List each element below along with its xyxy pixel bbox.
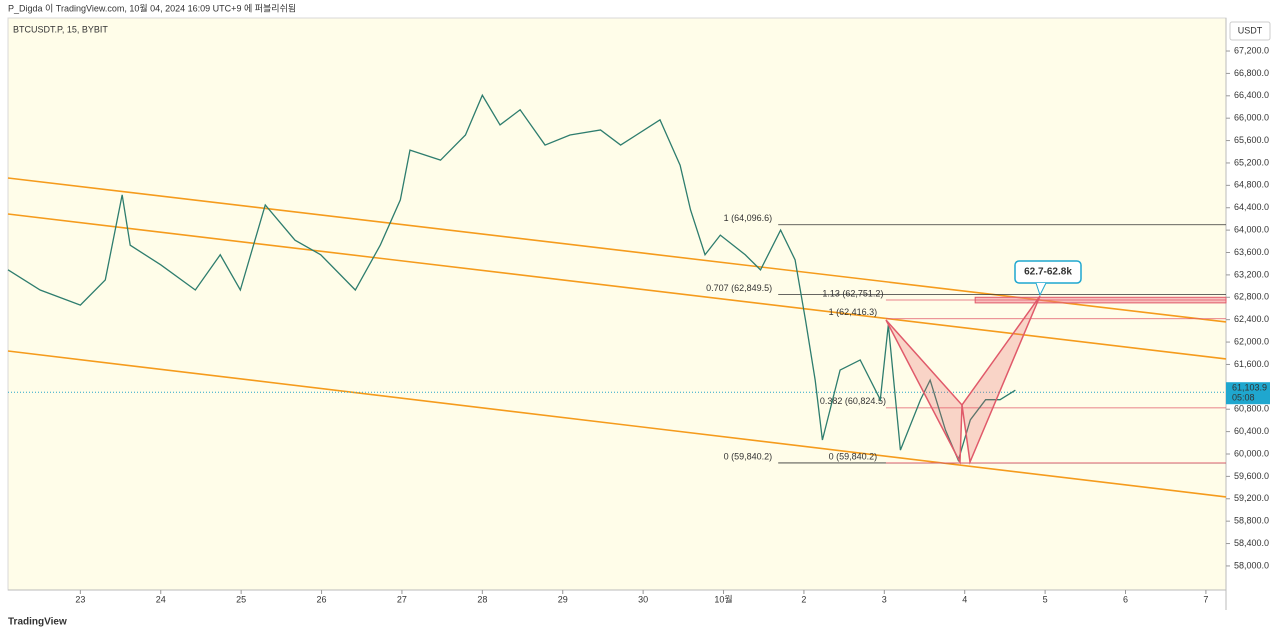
y-tick-label: 60,000.0: [1234, 448, 1269, 458]
x-tick-label: 2: [801, 594, 806, 604]
last-price-label: 61,103.9: [1232, 383, 1267, 393]
fib-label: 1.13 (62,751.2): [822, 288, 883, 298]
fib-label: 1 (64,096.6): [724, 213, 773, 223]
y-tick-label: 62,000.0: [1234, 336, 1269, 346]
pattern-xab: [885, 319, 963, 465]
fib-label: 0 (59,840.2): [724, 451, 773, 461]
price-line: [7, 93, 1016, 463]
fib-label: 0.382 (60,824.5): [820, 396, 886, 406]
x-tick-label: 29: [558, 594, 568, 604]
callout-pointer: [1035, 282, 1047, 297]
x-tick-label: 25: [236, 594, 246, 604]
x-tick-label: 26: [317, 594, 327, 604]
x-tick-label: 5: [1043, 594, 1048, 604]
trendline: [7, 177, 1227, 323]
y-tick-label: 65,600.0: [1234, 135, 1269, 145]
x-tick-label: 7: [1203, 594, 1208, 604]
fib-label: 0 (59,840.2): [829, 451, 878, 461]
x-tick-label: 3: [882, 594, 887, 604]
y-tick-label: 66,400.0: [1234, 90, 1269, 100]
x-tick-label: 27: [397, 594, 407, 604]
header-title: P_Digda 이 TradingView.com, 10월 04, 2024 …: [8, 2, 296, 13]
footer-brand: TradingView: [8, 617, 67, 628]
fib-label: 0.707 (62,849.5): [706, 283, 772, 293]
y-tick-label: 64,800.0: [1234, 180, 1269, 190]
unit-box: [1229, 21, 1271, 41]
x-tick-label: 24: [156, 594, 166, 604]
plot-background: [8, 18, 1226, 590]
y-tick-label: 66,000.0: [1234, 113, 1269, 123]
pattern-bcd: [961, 295, 1041, 465]
y-tick-label: 61,600.0: [1234, 359, 1269, 369]
x-tick-label: 4: [962, 594, 967, 604]
y-tick-label: 67,200.0: [1234, 45, 1269, 55]
y-tick-label: 58,000.0: [1234, 560, 1269, 570]
x-tick-label: 10월: [714, 593, 732, 604]
y-tick-label: 63,200.0: [1234, 269, 1269, 279]
y-tick-label: 62,400.0: [1234, 314, 1269, 324]
x-tick-label: 28: [477, 594, 487, 604]
x-tick-label: 30: [638, 594, 648, 604]
last-price-countdown: 05:08: [1232, 393, 1255, 403]
last-price-tag: [1226, 382, 1270, 405]
y-tick-label: 60,800.0: [1234, 404, 1269, 414]
y-tick-label: 64,400.0: [1234, 202, 1269, 212]
y-tick-label: 62,800.0: [1234, 292, 1269, 302]
y-tick-label: 65,200.0: [1234, 157, 1269, 167]
y-tick-label: 63,600.0: [1234, 247, 1269, 257]
target-label: 62.7-62.8k: [1024, 267, 1072, 278]
trendline: [7, 350, 1227, 498]
layer: 1 (64,096.6) 0.707 (62,849.5) 0 (59,840.2)…: [7, 93, 1227, 498]
y-tick-label: 58,400.0: [1234, 538, 1269, 548]
x-tick-label: 23: [75, 594, 85, 604]
y-tick-label: 66,800.0: [1234, 68, 1269, 78]
y-unit: USDT: [1238, 25, 1263, 35]
fib-label: 1 (62,416.3): [829, 307, 878, 317]
y-tick-label: 59,200.0: [1234, 493, 1269, 503]
x-tick-label: 6: [1123, 594, 1128, 604]
symbol: BTCUSDT.P, 15, BYBIT: [13, 24, 108, 34]
y-tick-label: 60,400.0: [1234, 426, 1269, 436]
target-callout: [1014, 260, 1082, 284]
y-tick-label: 58,800.0: [1234, 516, 1269, 526]
y-tick-label: 59,600.0: [1234, 471, 1269, 481]
y-tick-label: 64,000.0: [1234, 224, 1269, 234]
